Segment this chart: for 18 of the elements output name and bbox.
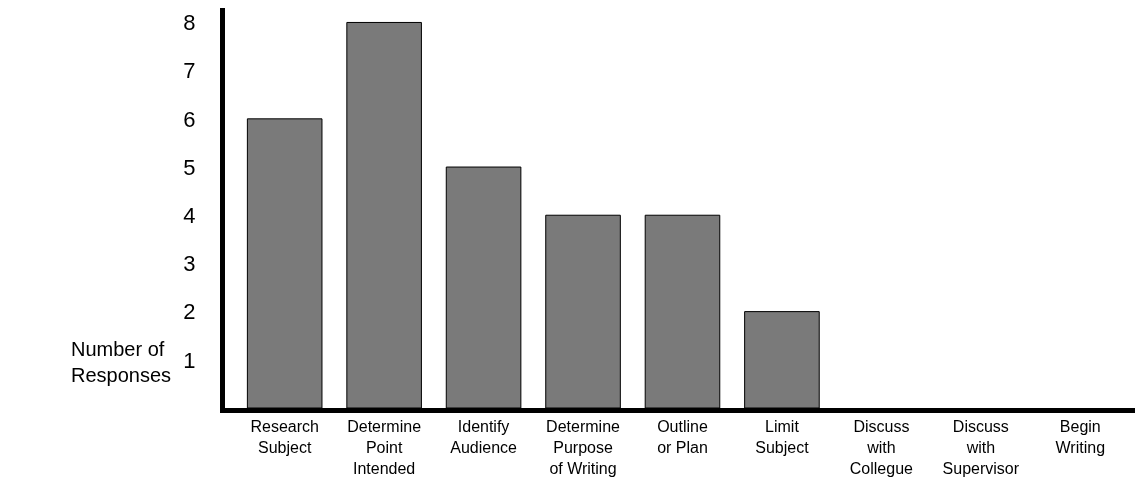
- x-tick-label: Identify Audience: [450, 418, 518, 456]
- x-tick-label: Discuss with Collegue: [849, 418, 914, 477]
- y-tick-label: 4: [183, 202, 196, 228]
- x-tick-label: Outline or Plan: [657, 418, 708, 456]
- y-tick-label: 8: [183, 10, 196, 36]
- y-tick-label: 3: [183, 251, 196, 277]
- y-tick-label: 5: [183, 154, 196, 180]
- x-tick-label: Research Subject: [250, 418, 319, 456]
- y-tick-label: 1: [183, 347, 196, 373]
- y-axis-title: Number of Responses: [71, 338, 172, 386]
- x-tick-label: Limit Subject: [755, 418, 810, 456]
- x-tick-label: Begin Writing: [1055, 418, 1106, 456]
- y-tick-label: 7: [183, 58, 196, 84]
- x-tick-label: Determine Purpose of Writing: [546, 418, 621, 477]
- y-tick-label: 2: [183, 299, 196, 325]
- y-tick-label: 6: [183, 106, 196, 132]
- x-tick-label: Discuss with Supervisor: [942, 418, 1020, 477]
- x-tick-label: Determine Point Intended: [347, 418, 422, 477]
